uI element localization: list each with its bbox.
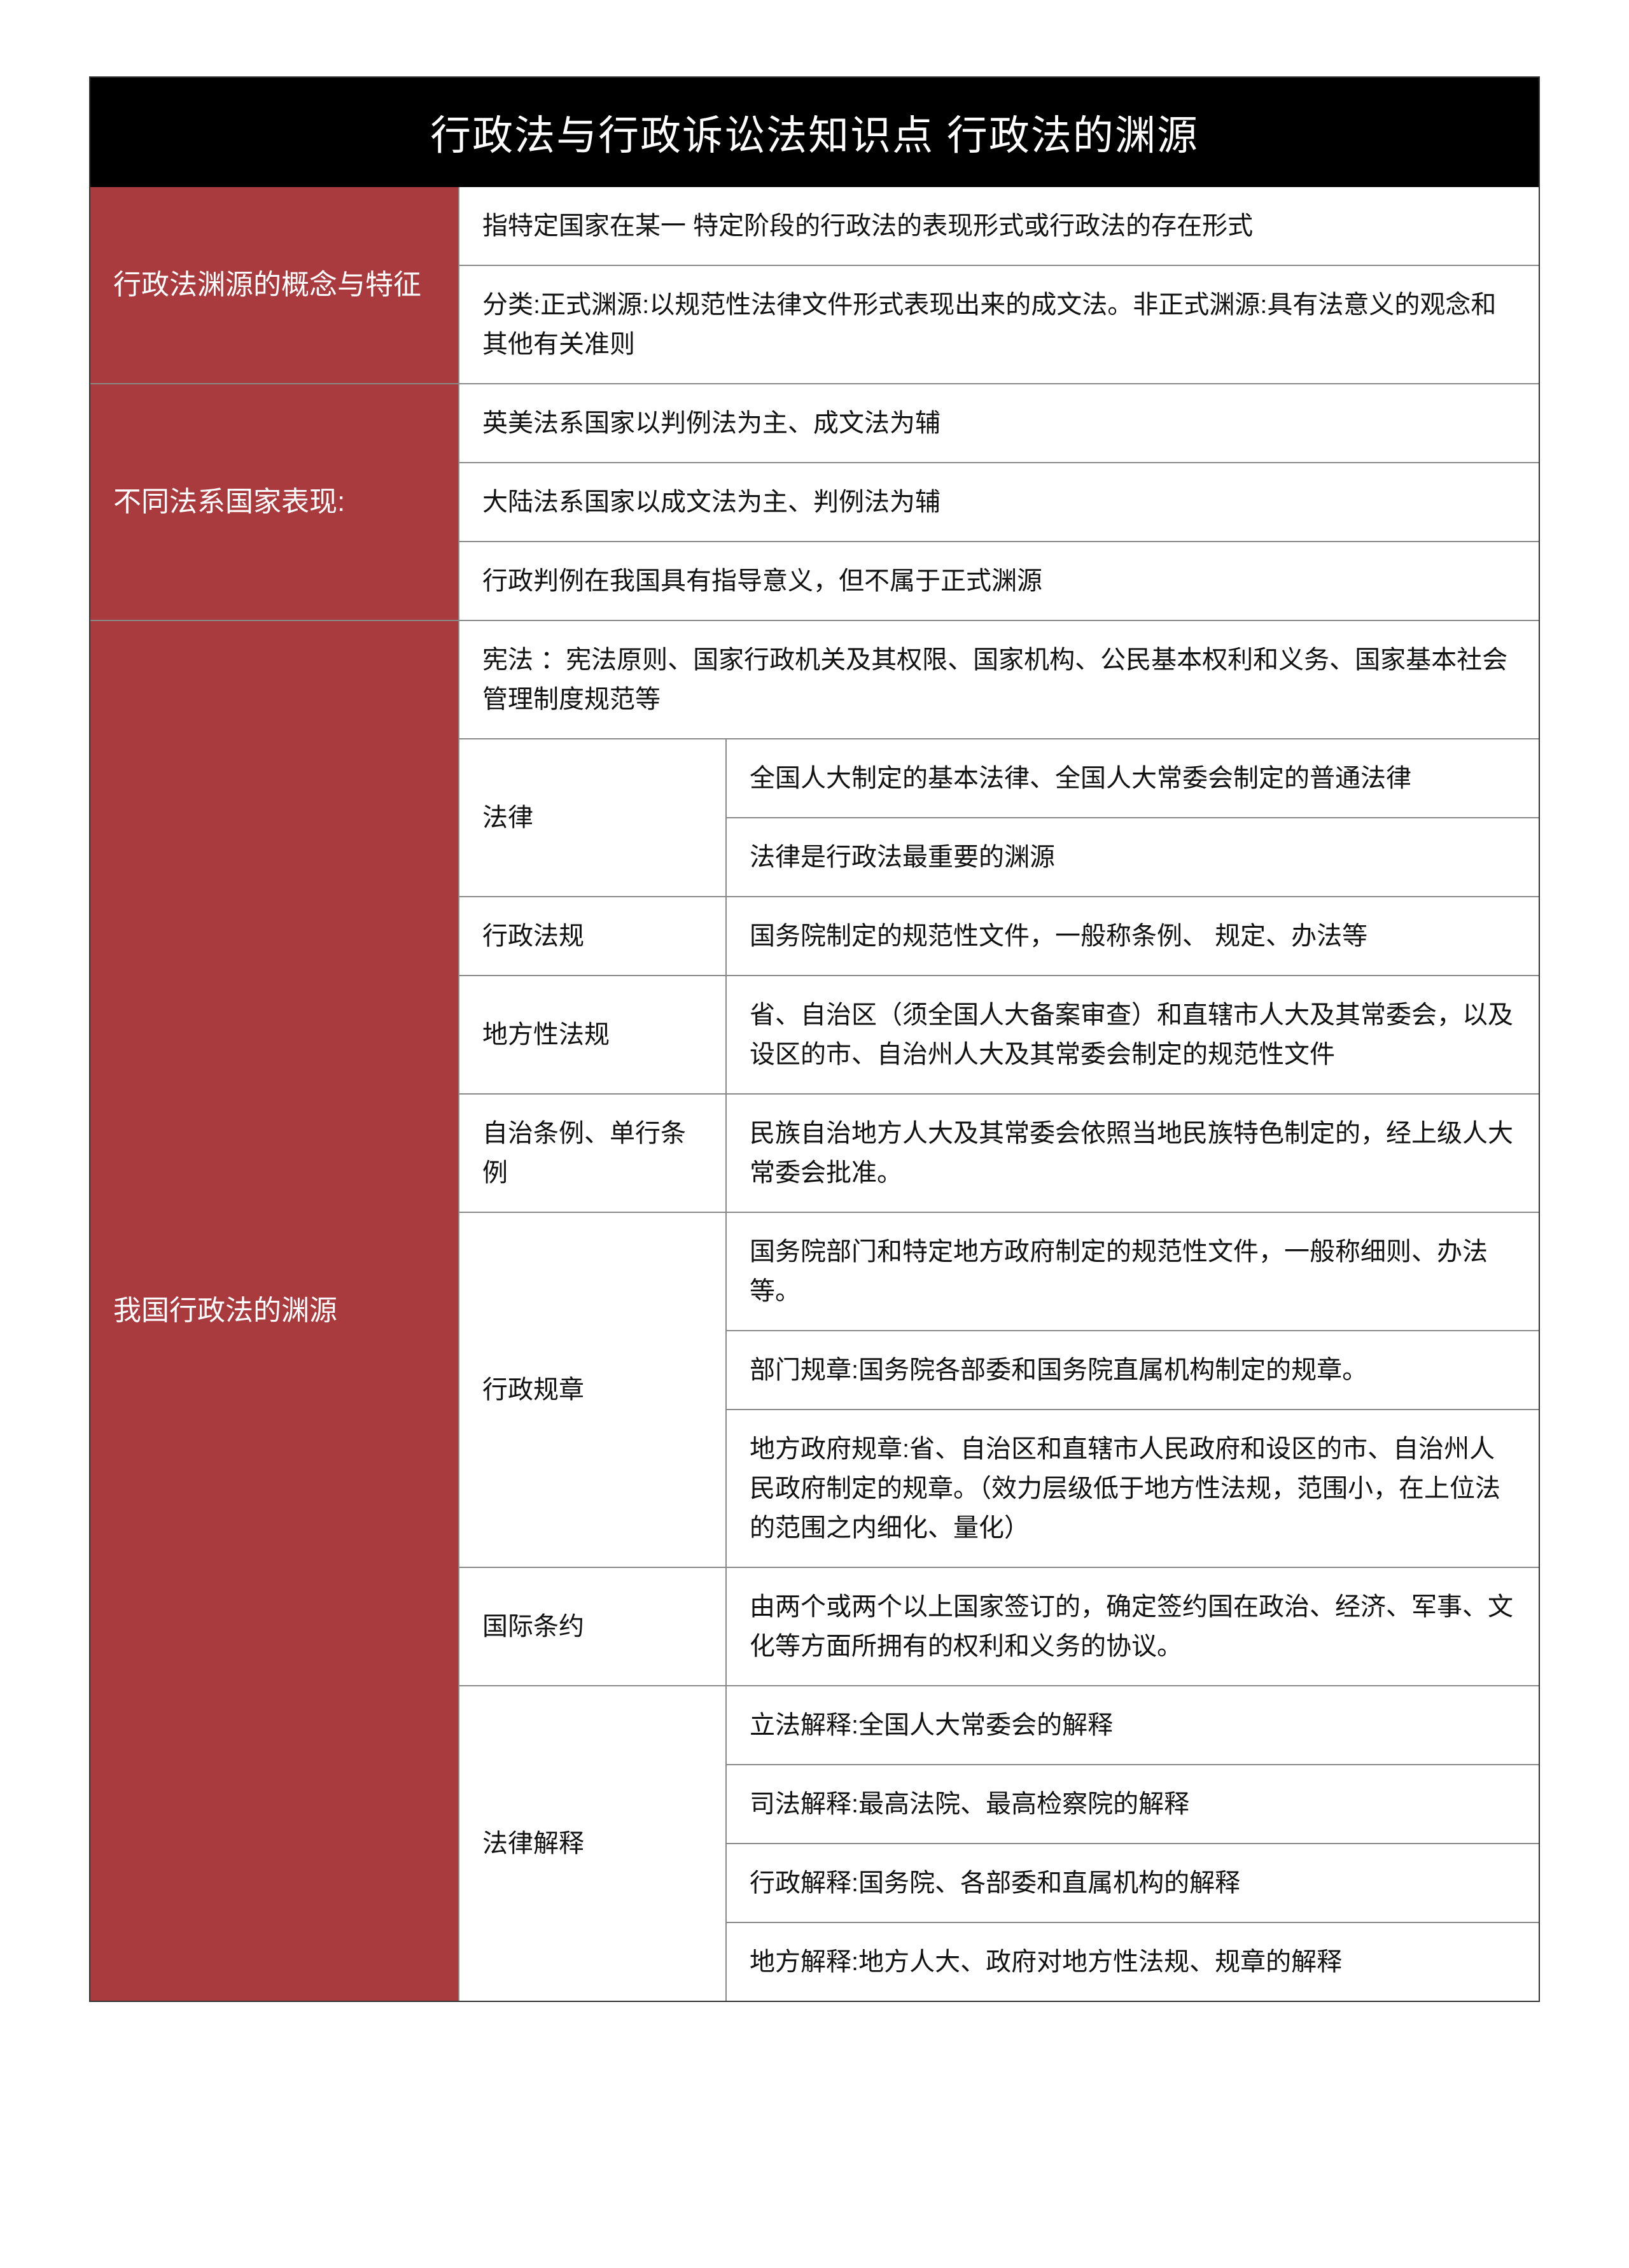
sub-row-admin-regs: 行政法规 国务院制定的规范性文件，一般称条例、 规定、办法等 bbox=[459, 896, 1539, 975]
sub-row-autonomy: 自治条例、单行条例 民族自治地方人大及其常委会依照当地民族特色制定的，经上级人大… bbox=[459, 1093, 1539, 1212]
sub-row-law: 法律 全国人大制定的基本法律、全国人大常委会制定的普通法律 法律是行政法最重要的… bbox=[459, 738, 1539, 896]
cell: 分类:正式渊源:以规范性法律文件形式表现出来的成文法。非正式渊源:具有法意义的观… bbox=[459, 265, 1539, 383]
sub-label: 法律解释 bbox=[459, 1686, 727, 2001]
section-concepts: 行政法渊源的概念与特征 指特定国家在某一 特定阶段的行政法的表现形式或行政法的存… bbox=[90, 187, 1539, 383]
sub-row-local-regs: 地方性法规 省、自治区（须全国人大备案审查）和直辖市人大及其常委会，以及设区的市… bbox=[459, 975, 1539, 1093]
section-law-systems: 不同法系国家表现: 英美法系国家以判例法为主、成文法为辅 大陆法系国家以成文法为… bbox=[90, 383, 1539, 620]
sub-cell: 由两个或两个以上国家签订的，确定签约国在政治、经济、军事、文化等方面所拥有的权利… bbox=[727, 1568, 1539, 1685]
rowhead-china-sources: 我国行政法的渊源 bbox=[90, 621, 459, 2001]
sub-body: 立法解释:全国人大常委会的解释 司法解释:最高法院、最高检察院的解释 行政解释:… bbox=[727, 1686, 1539, 2001]
section-body: 宪法 ：宪法原则、国家行政机关及其权限、国家机构、公民基本权利和义务、国家基本社… bbox=[459, 621, 1539, 2001]
sub-cell: 司法解释:最高法院、最高检察院的解释 bbox=[727, 1764, 1539, 1843]
sub-cell: 地方解释:地方人大、政府对地方性法规、规章的解释 bbox=[727, 1922, 1539, 2001]
sub-label: 国际条约 bbox=[459, 1568, 727, 1685]
sub-row-treaty: 国际条约 由两个或两个以上国家签订的，确定签约国在政治、经济、军事、文化等方面所… bbox=[459, 1567, 1539, 1685]
sub-label: 法律 bbox=[459, 739, 727, 896]
sub-label: 自治条例、单行条例 bbox=[459, 1095, 727, 1212]
sub-body: 由两个或两个以上国家签订的，确定签约国在政治、经济、军事、文化等方面所拥有的权利… bbox=[727, 1568, 1539, 1685]
sub-cell: 省、自治区（须全国人大备案审查）和直辖市人大及其常委会，以及设区的市、自治州人大… bbox=[727, 976, 1539, 1093]
cell: 大陆法系国家以成文法为主、判例法为辅 bbox=[459, 462, 1539, 541]
rowhead-law-systems: 不同法系国家表现: bbox=[90, 384, 459, 620]
sub-cell: 国务院部门和特定地方政府制定的规范性文件，一般称细则、办法等。 bbox=[727, 1213, 1539, 1330]
sub-cell: 部门规章:国务院各部委和国务院直属机构制定的规章。 bbox=[727, 1330, 1539, 1409]
title-text: 行政法与行政诉讼法知识点 行政法的渊源 bbox=[430, 113, 1199, 158]
sub-body: 全国人大制定的基本法律、全国人大常委会制定的普通法律 法律是行政法最重要的渊源 bbox=[727, 739, 1539, 896]
rowhead-label: 不同法系国家表现: bbox=[113, 482, 345, 522]
cell: 指特定国家在某一 特定阶段的行政法的表现形式或行政法的存在形式 bbox=[459, 187, 1539, 265]
table-frame: 行政法与行政诉讼法知识点 行政法的渊源 行政法渊源的概念与特征 指特定国家在某一… bbox=[89, 76, 1540, 2002]
sub-row-admin-rules: 行政规章 国务院部门和特定地方政府制定的规范性文件，一般称细则、办法等。 部门规… bbox=[459, 1212, 1539, 1567]
sub-row-interpretation: 法律解释 立法解释:全国人大常委会的解释 司法解释:最高法院、最高检察院的解释 … bbox=[459, 1685, 1539, 2001]
rowhead-label: 行政法渊源的概念与特征 bbox=[113, 265, 421, 305]
sub-cell: 全国人大制定的基本法律、全国人大常委会制定的普通法律 bbox=[727, 739, 1539, 817]
sub-label: 行政规章 bbox=[459, 1213, 727, 1567]
table-body: 行政法渊源的概念与特征 指特定国家在某一 特定阶段的行政法的表现形式或行政法的存… bbox=[90, 187, 1539, 2001]
sub-body: 国务院部门和特定地方政府制定的规范性文件，一般称细则、办法等。 部门规章:国务院… bbox=[727, 1213, 1539, 1567]
cell: 英美法系国家以判例法为主、成文法为辅 bbox=[459, 384, 1539, 462]
cell: 行政判例在我国具有指导意义，但不属于正式渊源 bbox=[459, 541, 1539, 620]
sub-label: 行政法规 bbox=[459, 897, 727, 975]
section-china-sources: 我国行政法的渊源 宪法 ：宪法原则、国家行政机关及其权限、国家机构、公民基本权利… bbox=[90, 620, 1539, 2001]
sub-cell: 行政解释:国务院、各部委和直属机构的解释 bbox=[727, 1843, 1539, 1922]
sub-body: 省、自治区（须全国人大备案审查）和直辖市人大及其常委会，以及设区的市、自治州人大… bbox=[727, 976, 1539, 1093]
sub-body: 国务院制定的规范性文件，一般称条例、 规定、办法等 bbox=[727, 897, 1539, 975]
sub-cell: 立法解释:全国人大常委会的解释 bbox=[727, 1686, 1539, 1764]
sub-cell: 法律是行政法最重要的渊源 bbox=[727, 817, 1539, 896]
section-body: 英美法系国家以判例法为主、成文法为辅 大陆法系国家以成文法为主、判例法为辅 行政… bbox=[459, 384, 1539, 620]
section-body: 指特定国家在某一 特定阶段的行政法的表现形式或行政法的存在形式 分类:正式渊源:… bbox=[459, 187, 1539, 383]
sub-label: 地方性法规 bbox=[459, 976, 727, 1093]
title-bar: 行政法与行政诉讼法知识点 行政法的渊源 bbox=[90, 78, 1539, 187]
sub-cell: 地方政府规章:省、自治区和直辖市人民政府和设区的市、自治州人民政府制定的规章。（… bbox=[727, 1409, 1539, 1567]
sub-cell: 民族自治地方人大及其常委会依照当地民族特色制定的，经上级人大常委会批准。 bbox=[727, 1095, 1539, 1212]
sub-cell: 国务院制定的规范性文件，一般称条例、 规定、办法等 bbox=[727, 897, 1539, 975]
cell: 宪法 ：宪法原则、国家行政机关及其权限、国家机构、公民基本权利和义务、国家基本社… bbox=[459, 621, 1539, 738]
sub-body: 民族自治地方人大及其常委会依照当地民族特色制定的，经上级人大常委会批准。 bbox=[727, 1095, 1539, 1212]
rowhead-label: 我国行政法的渊源 bbox=[113, 1291, 337, 1331]
rowhead-concepts: 行政法渊源的概念与特征 bbox=[90, 187, 459, 383]
